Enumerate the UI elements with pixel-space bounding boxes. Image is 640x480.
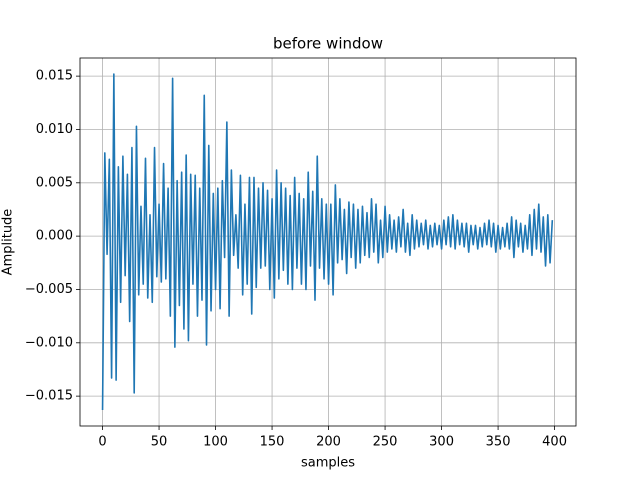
- x-tick-label: 350: [486, 435, 511, 450]
- x-tick-label: 0: [98, 435, 106, 450]
- y-tick-label: 0.015: [36, 69, 73, 84]
- x-tick-label: 100: [203, 435, 228, 450]
- x-tick-label: 250: [373, 435, 398, 450]
- plot-frame: [79, 57, 577, 427]
- y-tick-label: 0.010: [36, 122, 73, 137]
- line-series: [101, 73, 554, 411]
- x-tick-label: 200: [316, 435, 341, 450]
- y-tick-label: 0.000: [36, 229, 73, 244]
- x-tick-label: 400: [542, 435, 567, 450]
- y-tick-label: −0.015: [25, 389, 73, 404]
- x-tick-label: 300: [429, 435, 454, 450]
- x-tick-label: 150: [260, 435, 285, 450]
- x-axis-label: samples: [301, 456, 355, 471]
- y-tick-label: −0.010: [25, 335, 73, 350]
- y-tick-label: −0.005: [25, 282, 73, 297]
- chart-title: before window: [273, 35, 383, 53]
- y-tick-label: 0.005: [36, 175, 73, 190]
- y-axis-label: Amplitude: [1, 209, 16, 276]
- x-tick-label: 50: [151, 435, 168, 450]
